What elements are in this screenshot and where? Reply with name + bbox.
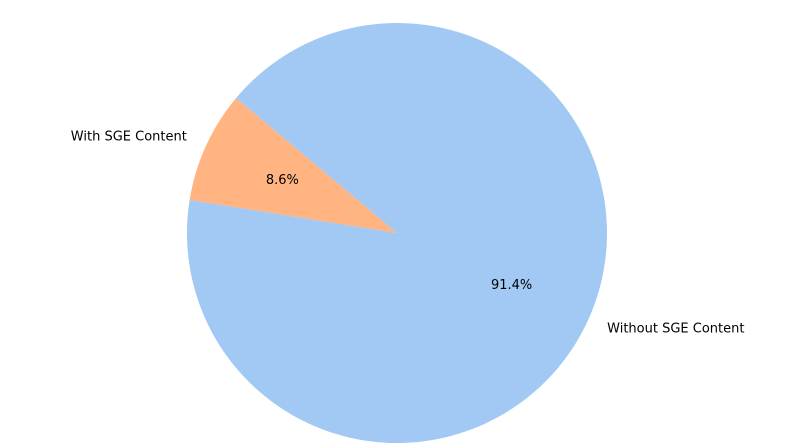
pie-category-label: Without SGE Content <box>607 321 744 336</box>
pie-slices <box>187 22 608 444</box>
pie-slice-without-sge-content <box>187 22 608 444</box>
pie-pct-label: 91.4% <box>491 278 532 293</box>
pie-labels: 8.6% With SGE Content 91.4% Without SGE Con… <box>71 130 745 337</box>
pie-category-label: With SGE Content <box>71 130 187 145</box>
pie-slice-with-sge-content <box>189 98 397 233</box>
pie-pct-label: 8.6% <box>266 173 299 188</box>
